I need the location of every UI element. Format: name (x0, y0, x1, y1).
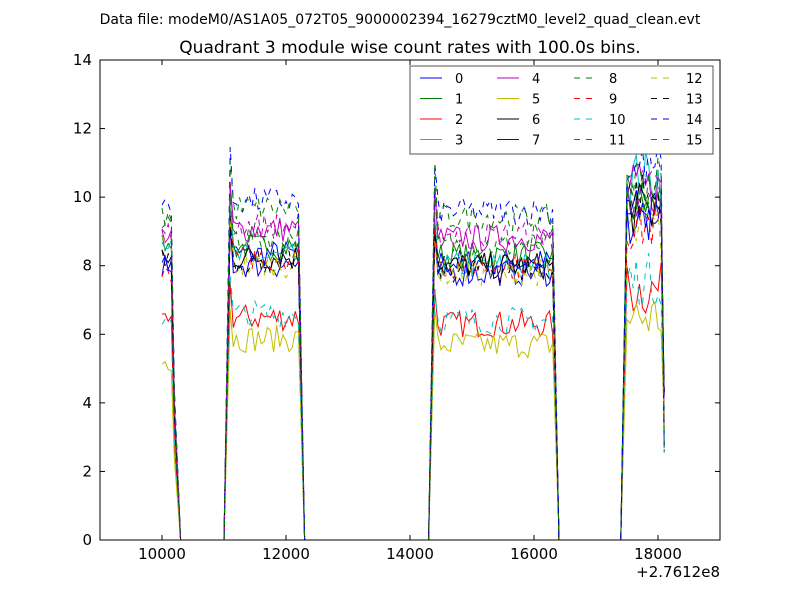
series-line-15 (161, 156, 665, 541)
y-tick-label: 10 (73, 188, 92, 206)
legend-label: 4 (532, 72, 540, 87)
y-tick-label: 6 (82, 325, 92, 343)
y-tick-label: 14 (73, 51, 92, 69)
series-line-13 (161, 174, 665, 541)
x-offset-label: +2.7612e8 (636, 563, 720, 581)
legend-label: 9 (609, 93, 617, 108)
y-tick-label: 8 (82, 257, 92, 275)
legend-label: 2 (455, 113, 463, 128)
legend-label: 6 (532, 113, 540, 128)
legend-label: 5 (532, 93, 540, 108)
x-tick-label: 10000 (138, 545, 186, 563)
series-line-1 (161, 182, 665, 541)
legend-label: 13 (686, 93, 703, 108)
series-line-5 (161, 300, 665, 541)
y-tick-label: 0 (82, 531, 92, 549)
legend-label: 8 (609, 72, 617, 87)
chart-title: Quadrant 3 module wise count rates with … (179, 38, 640, 58)
series-line-4 (161, 162, 665, 541)
legend-label: 3 (455, 134, 463, 149)
x-tick-label: 12000 (262, 545, 310, 563)
legend-label: 14 (686, 113, 703, 128)
legend-box (409, 65, 714, 155)
legend-label: 15 (686, 134, 703, 149)
legend-label: 1 (455, 93, 463, 108)
series-line-10 (161, 253, 665, 541)
y-tick-label: 2 (82, 462, 92, 480)
legend-label: 11 (609, 134, 626, 149)
series-line-0 (161, 190, 665, 541)
legend-label: 0 (455, 72, 463, 87)
series-line-7 (161, 192, 665, 541)
y-tick-label: 4 (82, 394, 92, 412)
legend-label: 12 (686, 72, 703, 87)
plot-lines (161, 143, 665, 541)
series-line-6 (161, 182, 665, 541)
legend-label: 10 (609, 113, 626, 128)
series-line-2 (161, 262, 665, 541)
x-tick-label: 16000 (510, 545, 558, 563)
legend-label: 7 (532, 134, 540, 149)
y-tick-label: 12 (73, 120, 92, 138)
x-tick-label: 14000 (386, 545, 434, 563)
series-line-14 (161, 143, 665, 541)
series-line-8 (161, 174, 665, 541)
series-line-12 (161, 206, 665, 541)
suptitle: Data file: modeM0/AS1A05_072T05_90000023… (100, 12, 701, 28)
series-line-9 (161, 198, 665, 541)
x-tick-label: 18000 (634, 545, 682, 563)
series-line-11 (161, 169, 665, 541)
